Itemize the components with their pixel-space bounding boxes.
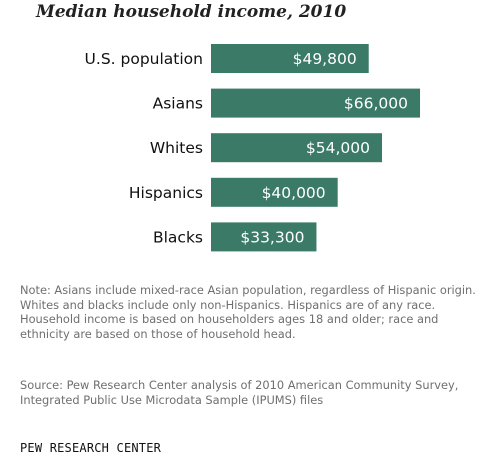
publisher-credit: PEW RESEARCH CENTER (20, 441, 162, 455)
category-label-1: Asians (153, 95, 203, 113)
category-label-2: Whites (150, 139, 203, 157)
value-label-2: $54,000 (306, 139, 370, 157)
chart-source: Source: Pew Research Center analysis of … (20, 378, 459, 407)
bar-4 (211, 222, 317, 252)
value-label-4: $33,300 (240, 228, 304, 246)
bar-1 (211, 88, 421, 118)
value-label-0: $49,800 (293, 50, 357, 68)
bar-chart: U.S. population $49,800 Asians $66,000 White… (85, 44, 421, 252)
bar-3 (211, 177, 338, 207)
value-label-1: $66,000 (344, 95, 408, 113)
category-label-0: U.S. population (85, 50, 203, 68)
chart-title: Median household income, 2010 (36, 2, 347, 22)
value-label-3: $40,000 (262, 184, 326, 202)
bar-0 (211, 44, 369, 73)
bar-2 (211, 133, 383, 163)
chart-note: Note: Asians include mixed-race Asian po… (20, 283, 476, 341)
category-label-3: Hispanics (129, 184, 203, 202)
category-label-4: Blacks (153, 228, 203, 246)
